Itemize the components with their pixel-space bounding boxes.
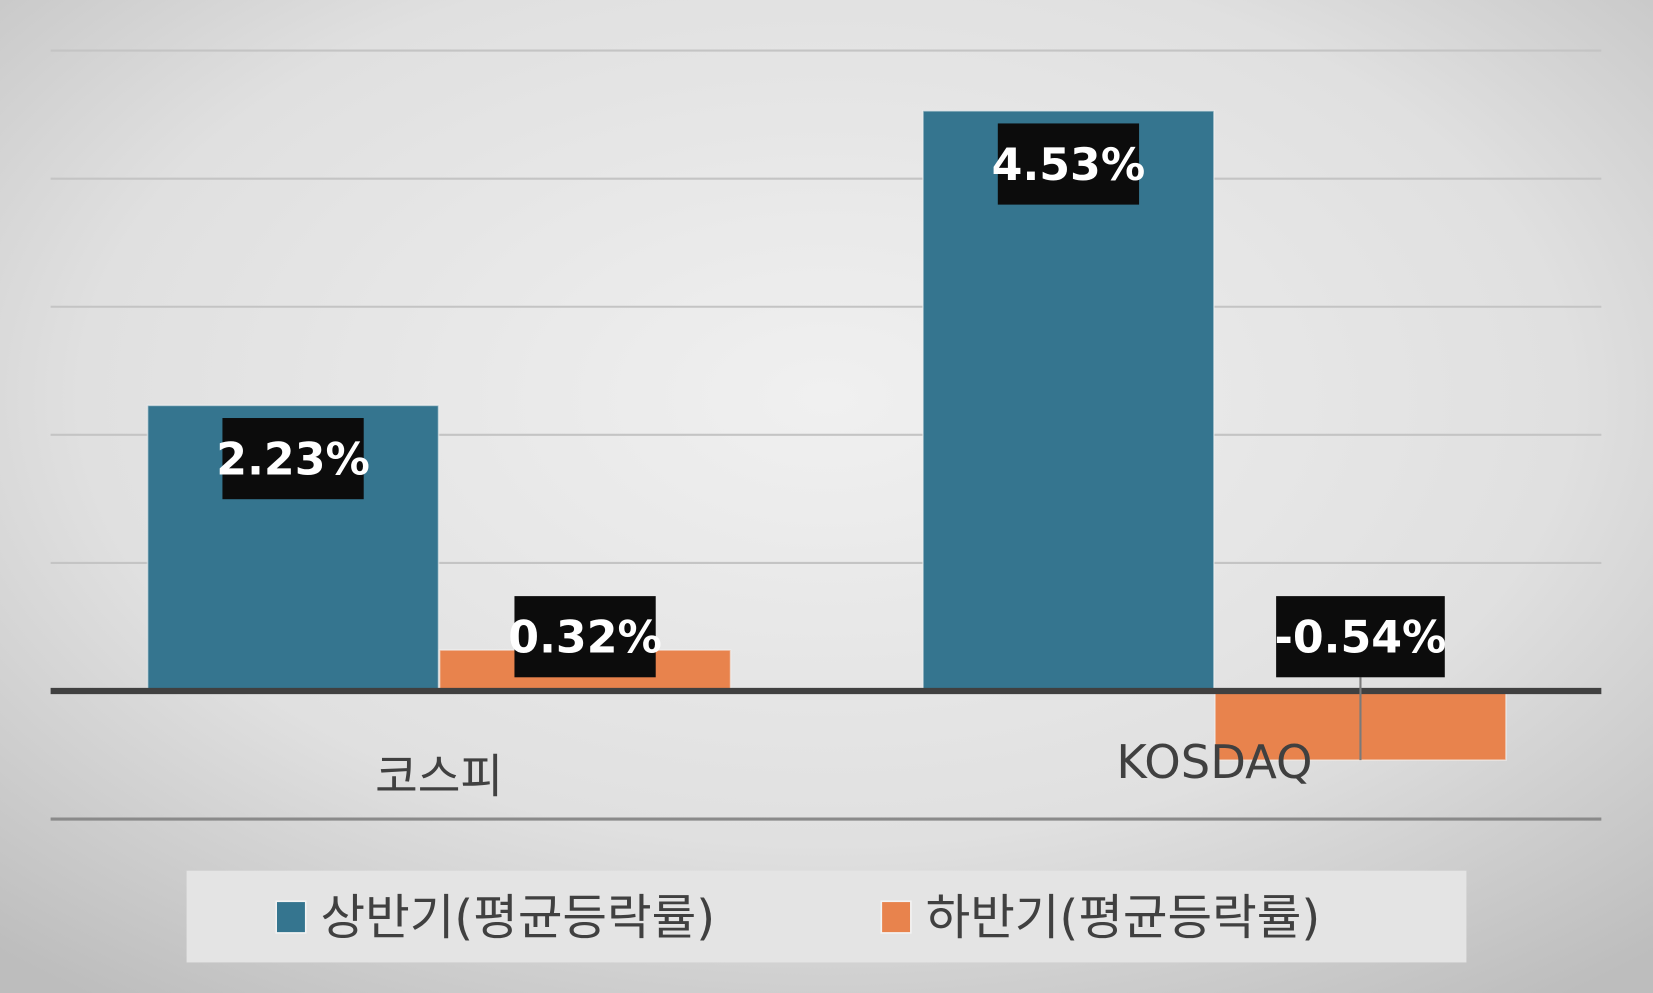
data-label-box — [222, 418, 364, 500]
data-label: -0.54% — [1274, 613, 1446, 664]
data-label: 4.53% — [992, 140, 1146, 191]
legend-swatch — [275, 900, 307, 934]
legend-label: 하반기(평균등락률) — [926, 890, 1321, 946]
data-label-box — [514, 596, 656, 678]
data-label: 0.32% — [508, 613, 662, 664]
legend-swatch — [880, 900, 912, 934]
data-label-box — [997, 123, 1140, 205]
bar — [922, 110, 1215, 692]
category-label: 코스피 — [375, 750, 503, 804]
legend-label: 상반기(평균등락률) — [320, 890, 715, 946]
data-label-box — [1276, 596, 1445, 678]
data-label: 2.23% — [216, 434, 370, 485]
category-label: KOSDAQ — [1116, 735, 1312, 789]
legend-box — [186, 870, 1467, 963]
